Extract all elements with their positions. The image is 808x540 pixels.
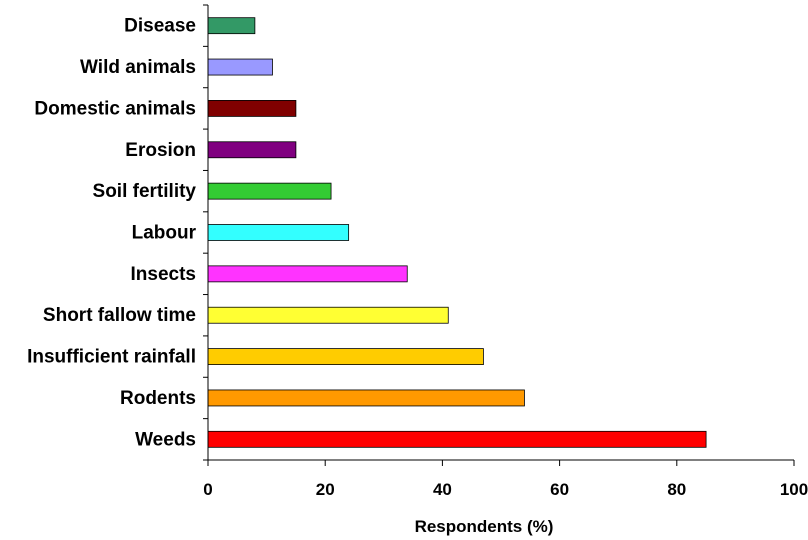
category-label-insects: Insects	[131, 264, 196, 285]
bar-domestic-animals	[207, 100, 297, 117]
category-label-rodents: Rodents	[120, 388, 196, 409]
bar-short-fallow-time	[207, 306, 449, 324]
bar-insufficient-rainfall	[207, 348, 484, 365]
bar-disease	[207, 17, 256, 35]
category-label-insufficient-rainfall: Insufficient rainfall	[27, 347, 196, 368]
x-tick-label-100: 100	[780, 480, 808, 499]
category-label-wild-animals: Wild animals	[80, 57, 196, 78]
bar-insects	[207, 265, 408, 283]
category-label-disease: Disease	[124, 16, 196, 37]
category-label-soil-fertility: Soil fertility	[93, 181, 197, 202]
category-label-weeds: Weeds	[135, 429, 196, 450]
x-tick-label-40: 40	[433, 480, 452, 499]
x-axis-title: Respondents (%)	[415, 517, 554, 536]
category-label-erosion: Erosion	[125, 140, 196, 161]
bar-weeds	[207, 430, 707, 448]
category-label-labour: Labour	[132, 223, 197, 244]
bar-wild-animals	[207, 58, 273, 76]
bar-labour	[207, 224, 350, 241]
x-tick-label-60: 60	[550, 480, 569, 499]
x-tick-label-0: 0	[203, 480, 212, 499]
category-label-domestic-animals: Domestic animals	[34, 98, 196, 119]
x-tick-label-80: 80	[667, 480, 686, 499]
bar-soil-fertility	[207, 182, 332, 200]
bar-rodents	[207, 389, 525, 407]
category-label-short-fallow-time: Short fallow time	[43, 305, 196, 326]
bar-erosion	[207, 141, 297, 159]
x-tick-label-20: 20	[316, 480, 335, 499]
